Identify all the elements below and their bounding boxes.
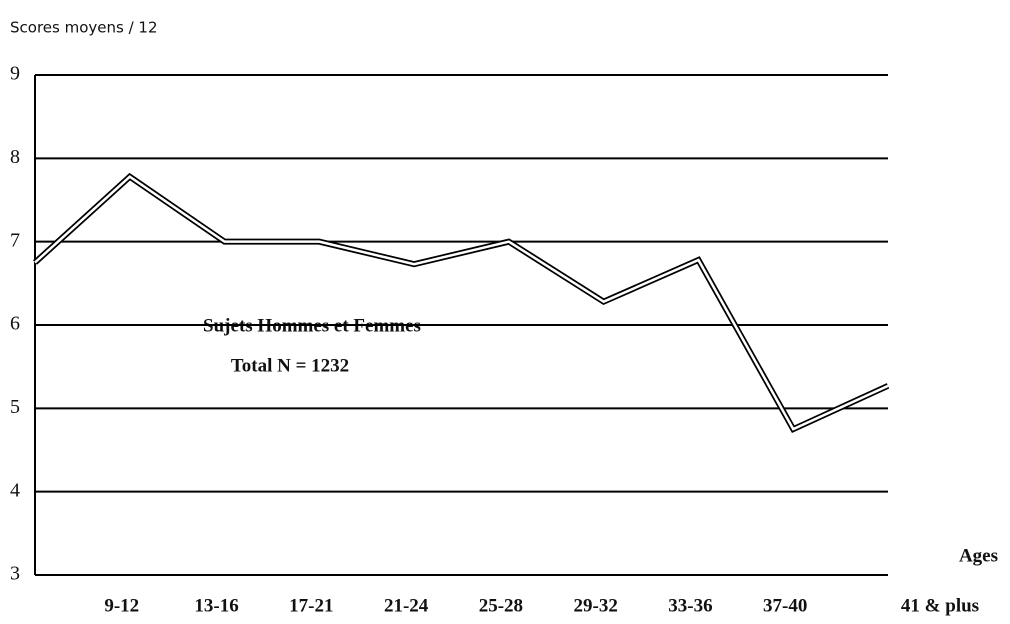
- y-tick-label: 4: [10, 479, 20, 501]
- x-tick-label: 13-16: [194, 595, 238, 616]
- x-tick-label: 37-40: [763, 595, 807, 616]
- line-series: [32, 172, 890, 434]
- x-tick-label: 9-12: [104, 595, 139, 616]
- y-tick-label: 7: [10, 229, 20, 251]
- annotation: Total N = 1232: [231, 355, 349, 376]
- line-series-inner: [34, 175, 889, 431]
- y-axis-label: Scores moyens / 12: [10, 19, 158, 37]
- y-tick-label: 9: [10, 63, 20, 85]
- y-tick-label: 3: [10, 563, 20, 585]
- x-tick-label: 33-36: [668, 595, 712, 616]
- x-tick-label: 21-24: [384, 595, 429, 616]
- y-tick-label: 8: [10, 146, 20, 168]
- x-tick-label: 41 & plus: [901, 595, 979, 616]
- y-tick-label: 5: [10, 396, 20, 418]
- y-tick-label: 6: [10, 313, 20, 335]
- x-tick-label: 29-32: [574, 595, 618, 616]
- x-tick-label: 25-28: [479, 595, 523, 616]
- x-tick-label: 17-21: [289, 595, 333, 616]
- x-axis-label: Ages: [959, 545, 998, 566]
